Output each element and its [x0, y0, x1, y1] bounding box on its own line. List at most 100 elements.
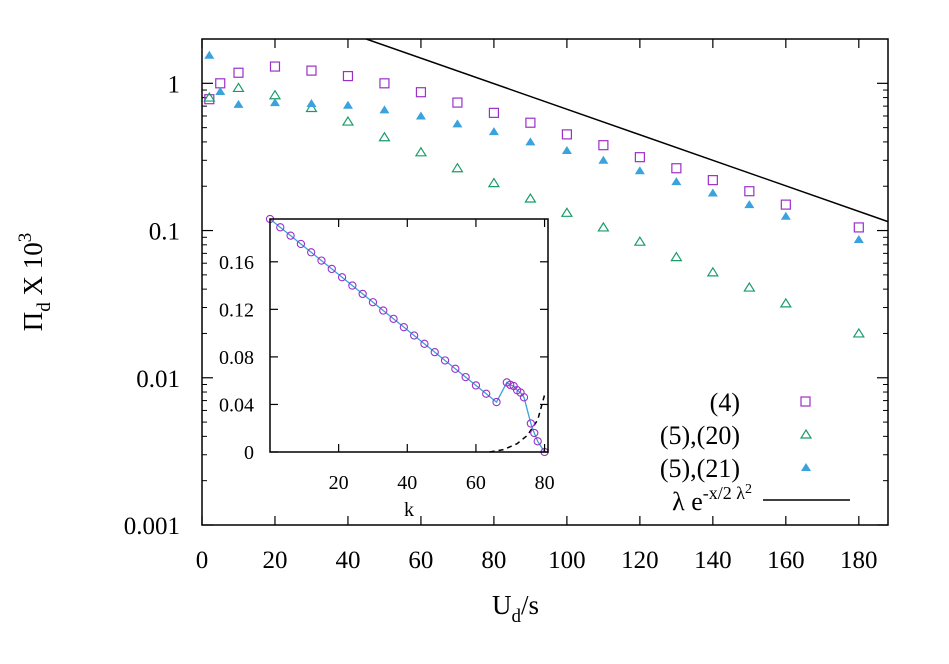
- series-5-21-point: [598, 155, 609, 164]
- inset-x-tick-label: 40: [397, 472, 417, 494]
- inset-series-line: [269, 218, 546, 453]
- inset-x-tick-labels: 20 40 60 80: [329, 472, 555, 494]
- x-tick-label: 160: [767, 547, 805, 574]
- inset-x-tick-label: 80: [535, 472, 555, 494]
- series-5-20-point: [633, 236, 646, 246]
- y-tick-label: 0.1: [149, 219, 180, 246]
- svg-text:Πd X 103: Πd X 103: [15, 233, 55, 332]
- x-tick-label: 140: [694, 547, 732, 574]
- inset-series-point: [492, 397, 501, 407]
- series-5-21-point: [561, 145, 572, 154]
- inset-series-point: [296, 239, 306, 249]
- inset-y-tick-label: 0: [244, 442, 254, 464]
- series-5-20-point: [706, 266, 719, 277]
- inset-series-point: [337, 273, 347, 282]
- inset-series-point: [286, 231, 295, 240]
- inset-series-point: [530, 428, 539, 438]
- series-5-21-point: [306, 98, 317, 107]
- series-5-20-point: [268, 89, 282, 100]
- series-5-21-point: [525, 137, 536, 146]
- series-5-21-point: [744, 200, 755, 209]
- series-4-point: [342, 70, 354, 82]
- series-5-20-point: [232, 82, 245, 93]
- inset-x-tick-label: 60: [466, 472, 486, 494]
- main-data-marks: [203, 38, 889, 338]
- inset-series-point: [526, 419, 535, 428]
- series-5-20-point: [524, 192, 537, 203]
- series-5-20-point: [414, 146, 428, 157]
- inset-y-tick-label: 0.04: [219, 394, 254, 416]
- series-5-20-point: [203, 91, 216, 102]
- series-5-21-point: [853, 234, 864, 243]
- x-tick-label: 40: [335, 547, 360, 574]
- series-5-21-point: [452, 119, 463, 128]
- series-5-21-point: [634, 166, 645, 175]
- inset-data-marks: [265, 214, 549, 457]
- series-5-20-point: [779, 297, 792, 308]
- inset-series-point: [276, 223, 285, 232]
- y-tick-label: 0.001: [124, 513, 180, 540]
- series-4-point: [707, 175, 718, 186]
- legend-marker-4: [800, 396, 811, 407]
- x-axis-title: Ud/s: [492, 590, 539, 627]
- inset-series-point: [420, 339, 429, 348]
- series-4-point: [306, 65, 317, 76]
- x-tick-label: 20: [262, 547, 287, 574]
- series-4-point: [671, 163, 682, 174]
- x-tick-label: 180: [840, 547, 878, 574]
- legend-label-5-21: (5),(21): [660, 454, 740, 483]
- inset-series-point: [506, 380, 515, 389]
- series-5-21-point: [204, 50, 215, 59]
- y-tick-label: 1: [168, 71, 181, 98]
- inset-series-point: [451, 364, 460, 373]
- inset-frame: [269, 218, 549, 453]
- series-5-20-point: [451, 162, 464, 173]
- inset-series-point: [379, 306, 388, 315]
- inset-series-point: [348, 281, 357, 290]
- series-5-21-point: [269, 98, 280, 107]
- series-5-20-point: [852, 327, 865, 338]
- series-4-point: [269, 61, 281, 72]
- series-5-20-point: [305, 102, 318, 113]
- x-tick-label: 120: [621, 547, 659, 574]
- inset-background: [270, 219, 548, 452]
- series-5-20-point: [341, 115, 355, 126]
- series-4-point: [452, 97, 463, 108]
- main-x-tick-labels: 0 20 40 60 80 100 120 140 160 180: [196, 547, 878, 574]
- series-4-point: [598, 140, 609, 151]
- series-5-20-point: [670, 251, 683, 262]
- inset-series-point: [389, 314, 398, 324]
- legend-label-4: (4): [710, 388, 740, 417]
- x-tick-label: 60: [408, 547, 433, 574]
- series-4-point: [379, 78, 390, 89]
- inset-series-point: [482, 389, 491, 398]
- inset-x-axis-title: k: [404, 499, 414, 521]
- main-y-tick-labels: 0.001 0.01 0.1 1: [124, 71, 180, 540]
- svg-text:Ud/s: Ud/s: [492, 590, 539, 627]
- legend-label-5-20: (5),(20): [660, 421, 740, 450]
- series-5-21-point: [488, 127, 499, 136]
- series-5-21-point: [707, 188, 718, 197]
- series-5-20-point: [560, 207, 573, 217]
- y-tick-label: 0.01: [136, 366, 180, 393]
- inset-y-tick-label: 0.12: [219, 299, 254, 321]
- inset-series-point: [409, 331, 419, 340]
- series-4-point: [488, 107, 500, 118]
- series-4-point: [853, 222, 864, 233]
- series-4-point: [215, 78, 226, 89]
- series-4-point: [525, 117, 536, 128]
- inset-y-tick-labels: 0 0.04 0.08 0.12 0.16: [219, 252, 254, 464]
- inset-series-point: [368, 298, 378, 307]
- inset-series-point: [317, 256, 326, 265]
- series-5-21-point: [415, 111, 426, 120]
- inset-series-point: [440, 356, 450, 365]
- inset-dashed-curve: [489, 394, 546, 453]
- inset-series-point: [519, 393, 529, 402]
- inset-series-point: [461, 372, 470, 382]
- series-5-20-point: [378, 131, 391, 142]
- series-5-21-point: [342, 100, 353, 109]
- series-4-point: [744, 186, 755, 197]
- x-tick-label: 80: [481, 547, 506, 574]
- legend-label-exp: λ e-x/2 λ2: [672, 482, 752, 516]
